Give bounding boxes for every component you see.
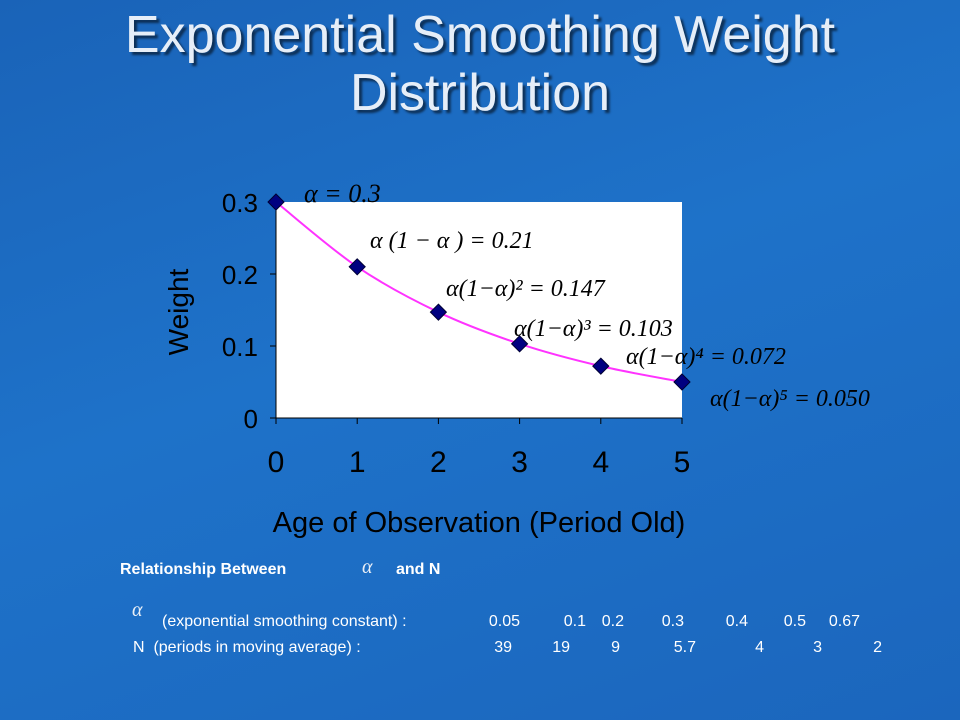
x-tick-label: 4: [592, 446, 609, 479]
n-value: 19: [552, 639, 570, 656]
y-tick-label: 0: [244, 404, 258, 434]
y-tick-label: 0.3: [222, 188, 258, 218]
y-tick-label: 0.2: [222, 260, 258, 290]
x-tick-label: 0: [268, 446, 285, 479]
y-axis-label: Weight: [163, 268, 194, 355]
slide-title: Exponential Smoothing Weight Distributio…: [0, 6, 960, 122]
alpha-value: 0.5: [783, 613, 806, 630]
x-tick-label: 5: [674, 446, 691, 479]
formula-annotation: α = 0.3: [304, 179, 381, 208]
n-value: 9: [611, 639, 620, 656]
n-value: 5.7: [673, 639, 696, 656]
alpha-value: 0.1: [563, 613, 586, 630]
alpha-row-label: (exponential smoothing constant) :: [162, 613, 407, 630]
data-point: [267, 193, 285, 211]
formula-annotation: α(1−α)² = 0.147: [446, 276, 606, 302]
alpha-row-symbol: α: [132, 599, 143, 621]
data-point: [429, 303, 448, 321]
x-axis-label: Age of Observation (Period Old): [273, 507, 686, 539]
plot-area: [276, 202, 682, 418]
alpha-value: 0.05: [488, 613, 520, 630]
title-line-1: Exponential Smoothing Weight: [124, 6, 836, 64]
n-value: 2: [873, 639, 882, 656]
relationship-heading: Relationship Between: [120, 561, 287, 578]
formula-annotation: α(1−α)³ = 0.103: [514, 316, 673, 342]
relationship-and-n: and N: [396, 561, 441, 578]
data-point: [510, 335, 529, 353]
data-point: [592, 357, 610, 375]
formula-annotation: α(1−α)⁵ = 0.050: [710, 386, 870, 412]
x-tick-label: 3: [511, 446, 528, 479]
data-point: [348, 258, 366, 276]
data-point: [673, 373, 691, 391]
n-value: 4: [755, 639, 764, 656]
x-tick-label: 2: [430, 446, 447, 479]
title-line-2: Distribution: [349, 64, 611, 122]
n-row-label: N (periods in moving average) :: [133, 639, 361, 656]
alpha-value: 0.3: [661, 613, 684, 630]
alpha-value: 0.4: [725, 613, 748, 630]
x-tick-label: 1: [349, 446, 366, 479]
formula-annotation: α (1 − α ) = 0.21: [370, 228, 534, 254]
y-tick-label: 0.1: [222, 332, 258, 362]
alpha-value: 0.2: [601, 613, 624, 630]
formula-annotation: α(1−α)⁴ = 0.072: [626, 344, 786, 370]
n-value: 3: [813, 639, 822, 656]
alpha-value: 0.67: [828, 613, 860, 630]
n-value: 39: [494, 639, 512, 656]
relationship-alpha-symbol: α: [362, 556, 373, 578]
